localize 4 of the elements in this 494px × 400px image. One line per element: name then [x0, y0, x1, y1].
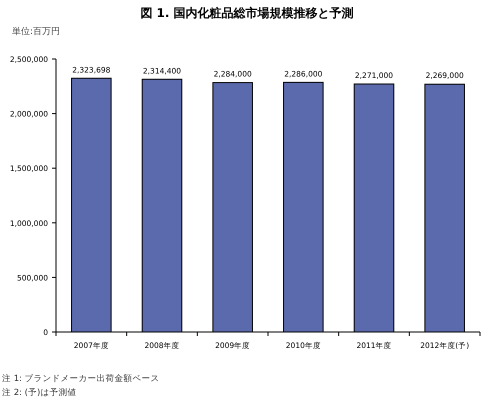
ylabel: 単位:百万円: [12, 27, 60, 37]
text: 注 2: (予)は予測値: [2, 387, 76, 398]
text: 注 1: ブランドメーカー出荷金額ベース: [2, 373, 160, 384]
title: 図 1. 国内化粧品総市場規模推移と予測: [140, 6, 354, 20]
